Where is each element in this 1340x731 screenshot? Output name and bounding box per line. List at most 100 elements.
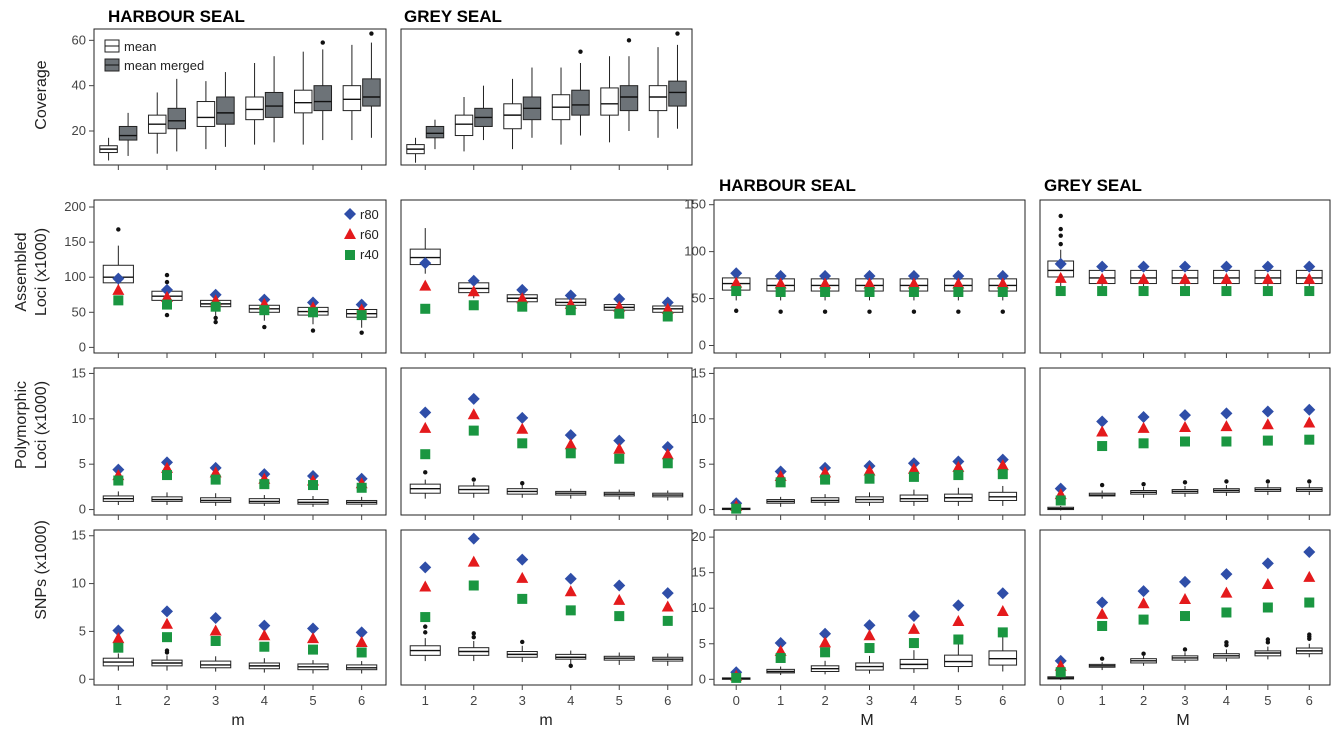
r40-point (1221, 607, 1232, 618)
x-tick-label: 0 (1057, 693, 1064, 708)
r80-point (1137, 585, 1150, 598)
panel-poly_right_harbour: 0 5 10 15 (692, 365, 1026, 520)
box-snps-4 (1213, 640, 1240, 662)
x-tick-label: 2 (1140, 693, 1147, 708)
r60-point (161, 617, 173, 629)
r80-point (209, 612, 222, 625)
r40-point (356, 647, 367, 658)
r60-point (1054, 271, 1067, 283)
outlier-point (1058, 233, 1063, 238)
r60-point (730, 276, 743, 288)
r40-point (356, 482, 367, 493)
r40-point (775, 477, 786, 488)
r60-point (1137, 421, 1150, 433)
r60-point (419, 279, 432, 291)
r40-point (162, 299, 172, 310)
r60-point (419, 580, 432, 592)
r40-point (113, 295, 124, 306)
y-tick-label: 0 (699, 502, 706, 517)
box-snps-1 (102, 653, 134, 671)
r60-point (419, 421, 432, 433)
box-mean-merged-2 (167, 78, 187, 152)
outlier-point (320, 40, 325, 45)
box-mean-merged-4 (571, 49, 590, 136)
r60-point (907, 462, 920, 474)
panel-poly_left_grey (400, 367, 693, 520)
r60-point (774, 277, 787, 289)
r40-point (1055, 286, 1066, 297)
panel-frame (400, 529, 693, 686)
ylabel-assembled-line1: Assembled (13, 232, 30, 311)
box-snps-4 (555, 650, 587, 669)
x-tick-label: 3 (866, 693, 873, 708)
x-tick-label: 4 (567, 693, 574, 708)
panel-asm_left_harbour: 0 50 100 150 200 (64, 199, 387, 358)
panel-frame (400, 199, 693, 354)
box-loci-3 (506, 481, 538, 498)
x-tick-label: 2 (470, 693, 477, 708)
y-tick-label: 0 (79, 502, 86, 517)
box-loci-6 (988, 485, 1018, 506)
panel-snp_left_harbour: 0 5 10 15 1 2 3 4 5 6 (72, 528, 387, 708)
r60-point (1261, 418, 1274, 430)
outlier-point (1141, 651, 1146, 656)
r80-point (307, 622, 319, 635)
x-tick-label: 6 (664, 693, 671, 708)
y-tick-label: 50 (72, 304, 86, 319)
box-body (118, 125, 138, 141)
y-tick-label: 5 (79, 456, 86, 471)
r40-point (1097, 620, 1108, 631)
x-tick-label: 1 (115, 693, 122, 708)
r40-point (1180, 286, 1190, 297)
box-snps-3 (855, 655, 884, 674)
r60-point (996, 277, 1009, 289)
r80-point (1220, 568, 1233, 581)
r40-point (468, 300, 479, 311)
r80-point (419, 406, 432, 419)
x-tick-label: 5 (616, 693, 623, 708)
box-body (264, 91, 284, 118)
box-snps-5 (297, 660, 329, 674)
box-mean-merged-3 (522, 67, 542, 138)
outlier-point (578, 49, 583, 54)
r40-point (113, 475, 124, 486)
outlier-point (778, 309, 783, 314)
r40-point (662, 311, 673, 322)
r40-point (565, 605, 576, 616)
outlier-point (471, 631, 476, 636)
box-snps-1 (766, 666, 795, 676)
r80-point (516, 553, 529, 566)
r60-point (863, 464, 876, 476)
r40-point (210, 301, 221, 312)
panel-poly_left_harbour: 0 5 10 15 (72, 365, 387, 520)
box-mean-1 (406, 137, 425, 163)
x-tick-label: 0 (733, 693, 740, 708)
r60-point (952, 615, 965, 627)
r60-point (516, 422, 529, 434)
r60-point (112, 632, 125, 644)
box-mean-merged-6 (668, 31, 687, 129)
outlier-point (369, 31, 374, 36)
r40-point (113, 642, 124, 653)
r80-point (564, 572, 577, 585)
r80-point (112, 272, 125, 285)
panel-frame (93, 529, 387, 686)
box-snps-6 (988, 636, 1018, 672)
r80-point (661, 296, 674, 309)
r80-point (1303, 546, 1316, 559)
xlabel-left-harbour: m (231, 712, 244, 729)
r80-point (613, 579, 626, 592)
r80-point (730, 267, 743, 280)
panel-asm_right_grey (1039, 199, 1331, 358)
outlier-point (310, 328, 316, 333)
r60-point (516, 571, 529, 583)
r60-point (564, 438, 577, 450)
r80-point (516, 283, 529, 296)
r80-point (661, 440, 674, 453)
box-mean-merged-5 (619, 38, 639, 131)
outlier-point (471, 477, 476, 482)
y-tick-label: 50 (692, 291, 706, 306)
box-mean-6 (342, 44, 362, 141)
r80-point (564, 429, 577, 442)
y-tick-label: 40 (72, 78, 86, 93)
